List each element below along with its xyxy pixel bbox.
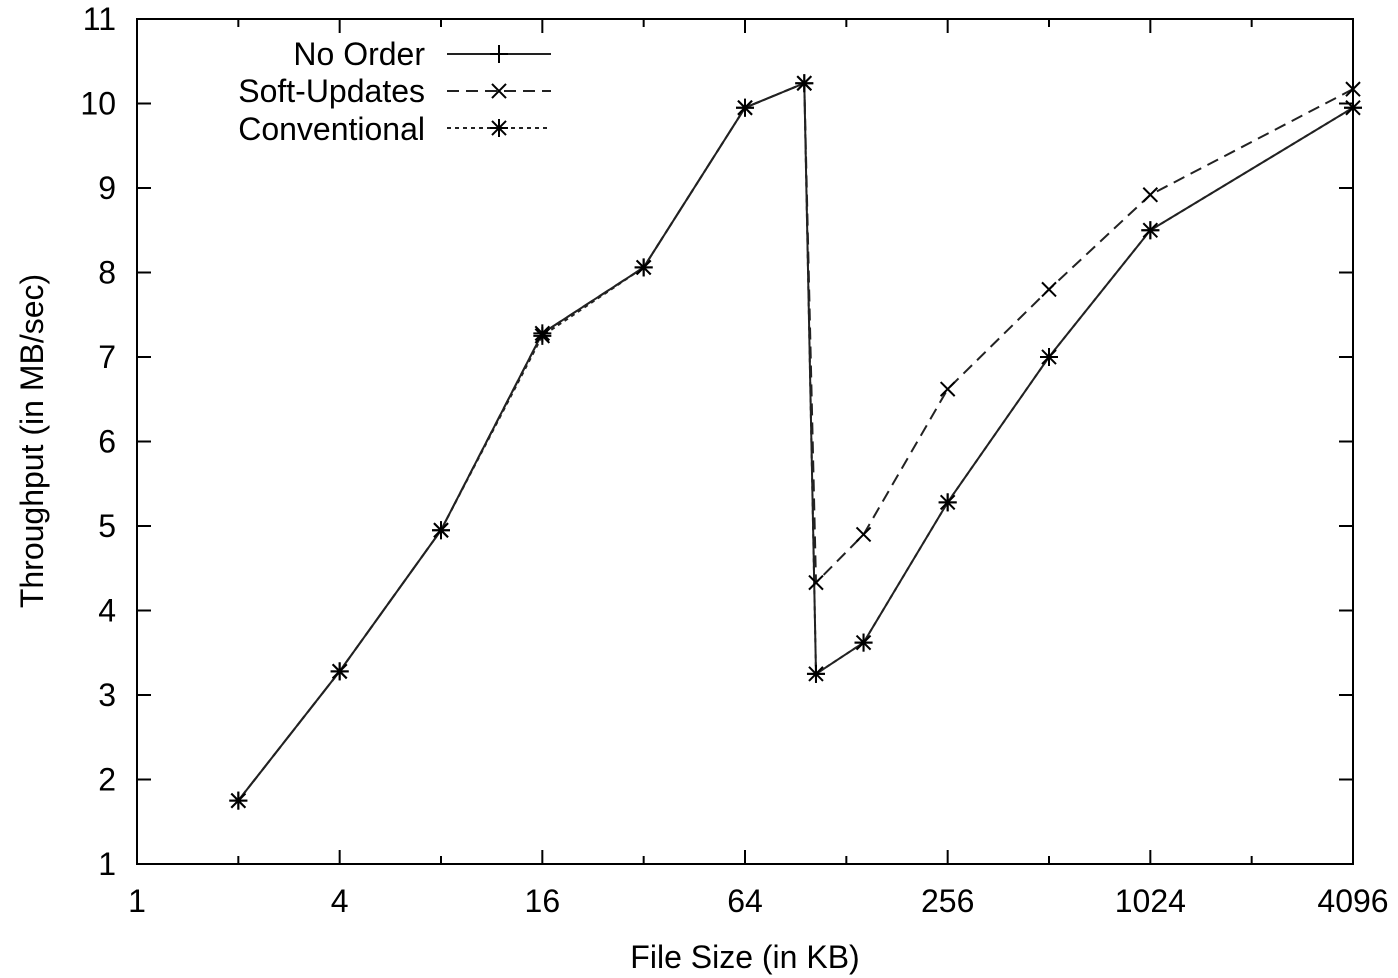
legend-samples [447, 45, 551, 137]
data-point-conventional [736, 98, 754, 117]
y-tick-label: 6 [98, 424, 116, 460]
x-axis-label: File Size (in KB) [630, 939, 859, 975]
data-point-conventional [330, 662, 349, 681]
data-point-soft-updates [1041, 281, 1057, 298]
data-point-soft-updates [939, 381, 956, 397]
y-axis-label: Throughput (in MB/sec) [14, 274, 50, 608]
data-point-soft-updates [1142, 187, 1159, 203]
x-tick-label: 4096 [1317, 883, 1388, 919]
x-tick-label: 1 [128, 883, 146, 919]
legend-marker-soft-updates [491, 83, 507, 99]
y-tick-label: 3 [98, 677, 116, 713]
data-point-conventional [432, 521, 450, 540]
series-line-no-order [237, 81, 1354, 802]
y-tick-label: 9 [98, 170, 116, 206]
x-tick-label: 16 [525, 883, 561, 919]
x-tick-labels: 1 4 16 64 256 1024 4096 [128, 883, 1388, 919]
legend-marker-no-order [490, 45, 508, 63]
data-point-conventional [795, 74, 814, 93]
y-tick-label: 8 [98, 255, 116, 291]
axis-ticks [136, 18, 1354, 865]
series-line-conventional [237, 81, 1354, 802]
y-tick-label: 7 [98, 339, 116, 375]
data-point-conventional [806, 664, 825, 683]
y-tick-label: 1 [98, 846, 116, 882]
data-point-conventional [854, 633, 873, 652]
series-lines [237, 81, 1354, 802]
y-tick-label: 10 [80, 86, 116, 122]
legend-marker-conventional [490, 119, 508, 137]
y-tick-label: 4 [98, 593, 116, 629]
y-tick-labels: 1 2 3 4 5 6 7 8 9 10 11 [80, 1, 116, 882]
series-line-soft-updates [237, 81, 1354, 802]
x-tick-label: 4 [331, 883, 349, 919]
x-tick-label: 1024 [1115, 883, 1186, 919]
y-tick-label: 2 [98, 762, 116, 798]
series-markers [229, 74, 1362, 810]
data-point-conventional [1141, 221, 1160, 240]
data-point-conventional [1344, 98, 1362, 117]
x-tick-label: 64 [727, 883, 763, 919]
data-point-soft-updates [855, 526, 872, 543]
legend: No Order Soft-Updates Conventional [238, 36, 551, 147]
legend-label-conventional: Conventional [238, 111, 425, 147]
data-point-conventional [229, 791, 248, 810]
data-point-conventional [533, 326, 552, 345]
data-point-conventional [634, 258, 653, 277]
legend-label-soft-updates: Soft-Updates [238, 73, 425, 109]
data-point-soft-updates [1345, 81, 1361, 97]
y-tick-label: 5 [98, 508, 116, 544]
y-tick-label: 11 [83, 1, 116, 37]
data-point-conventional [1040, 348, 1058, 366]
legend-label-no-order: No Order [293, 36, 425, 72]
data-point-soft-updates [808, 574, 824, 591]
data-point-conventional [938, 493, 957, 512]
x-tick-label: 256 [921, 883, 974, 919]
